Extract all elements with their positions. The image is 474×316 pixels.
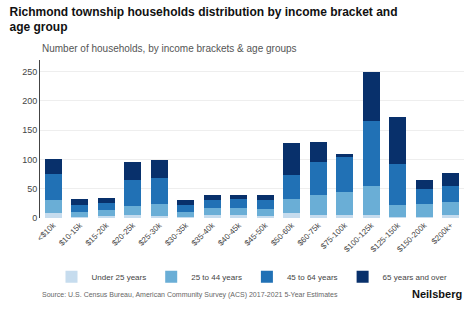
svg-text:200: 200 <box>22 96 37 106</box>
svg-text:<$10k: <$10k <box>36 220 59 243</box>
svg-text:$20-25k: $20-25k <box>110 220 138 248</box>
svg-text:$75-100k: $75-100k <box>319 220 350 251</box>
svg-text:Under 25 years: Under 25 years <box>92 273 147 282</box>
svg-text:65 years and over: 65 years and over <box>383 273 447 282</box>
svg-text:$45-50k: $45-50k <box>243 220 271 248</box>
svg-text:$30-35k: $30-35k <box>163 220 191 248</box>
svg-text:Number of households, by incom: Number of households, by income brackets… <box>42 43 297 54</box>
svg-text:0: 0 <box>32 213 37 223</box>
svg-text:25 to 44 years: 25 to 44 years <box>191 273 242 282</box>
svg-text:$100-125k: $100-125k <box>342 220 376 254</box>
svg-text:$10-15k: $10-15k <box>57 220 85 248</box>
svg-text:$50-60k: $50-60k <box>269 220 297 248</box>
svg-text:150: 150 <box>22 125 37 135</box>
svg-text:$200k+: $200k+ <box>430 221 455 246</box>
svg-text:$150-200k: $150-200k <box>395 220 429 254</box>
svg-text:$25-30k: $25-30k <box>137 220 165 248</box>
svg-text:$60-75k: $60-75k <box>296 220 324 248</box>
svg-text:$35-40k: $35-40k <box>190 220 218 248</box>
svg-text:250: 250 <box>22 67 37 77</box>
svg-text:100: 100 <box>22 155 37 165</box>
svg-text:Richmond township households d: Richmond township households distributio… <box>9 5 397 35</box>
svg-text:Neilsberg: Neilsberg <box>412 288 462 300</box>
svg-text:45 to 64 years: 45 to 64 years <box>287 273 338 282</box>
svg-text:$40-45k: $40-45k <box>216 220 244 248</box>
svg-text:$15-20k: $15-20k <box>84 220 112 248</box>
svg-text:$125-150k: $125-150k <box>369 220 403 254</box>
svg-text:Source: U.S. Census Bureau, Am: Source: U.S. Census Bureau, American Com… <box>42 291 338 299</box>
svg-text:50: 50 <box>27 184 37 194</box>
